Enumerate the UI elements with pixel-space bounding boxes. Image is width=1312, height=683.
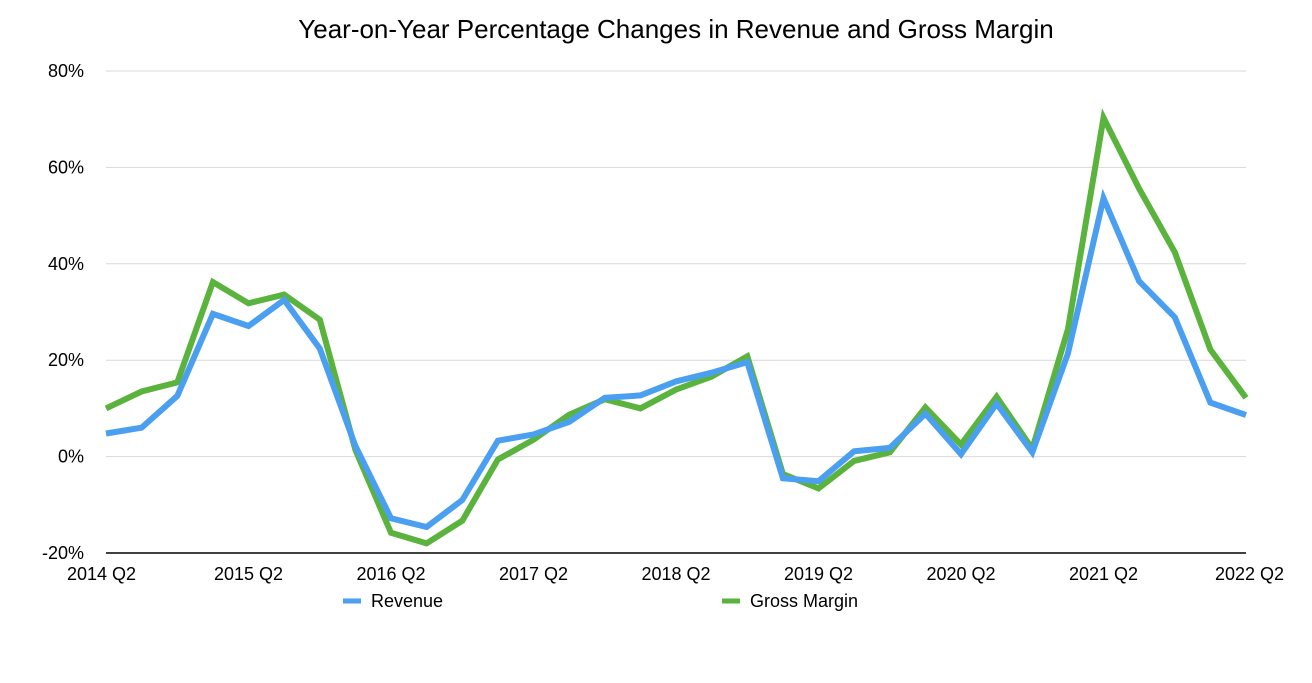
x-tick-label: 2020 Q2 xyxy=(926,564,995,584)
x-tick-label: 2015 Q2 xyxy=(214,564,283,584)
y-tick-label: 60% xyxy=(48,157,84,177)
x-tick-label: 2021 Q2 xyxy=(1069,564,1138,584)
x-tick-label: 2019 Q2 xyxy=(784,564,853,584)
y-tick-label: -20% xyxy=(42,543,84,563)
x-tick-label: 2017 Q2 xyxy=(499,564,568,584)
x-tick-label: 2018 Q2 xyxy=(641,564,710,584)
y-tick-label: 80% xyxy=(48,61,84,81)
gridlines xyxy=(106,70,1246,554)
x-tick-label: 2016 Q2 xyxy=(356,564,425,584)
legend-label: Gross Margin xyxy=(750,591,858,611)
series-lines xyxy=(104,108,1249,547)
x-tick-label: 2022 Q2 xyxy=(1215,564,1284,584)
legend-label: Revenue xyxy=(371,591,443,611)
x-tick-label: 2014 Q2 xyxy=(67,564,136,584)
y-tick-label: 20% xyxy=(48,350,84,370)
y-tick-label: 40% xyxy=(48,254,84,274)
x-axis-ticks: 2014 Q2 2015 Q2 2016 Q2 2017 Q2 2018 Q2 2019 … xyxy=(67,564,1284,584)
legend: Revenue Gross Margin xyxy=(343,591,858,611)
chart-title: Year-on-Year Percentage Changes in Reven… xyxy=(298,14,1054,44)
y-axis-ticks: 80% 60% 40% 20% 0% -20% xyxy=(42,61,84,563)
series-line-revenue xyxy=(105,188,1247,531)
y-tick-label: 0% xyxy=(58,447,84,467)
